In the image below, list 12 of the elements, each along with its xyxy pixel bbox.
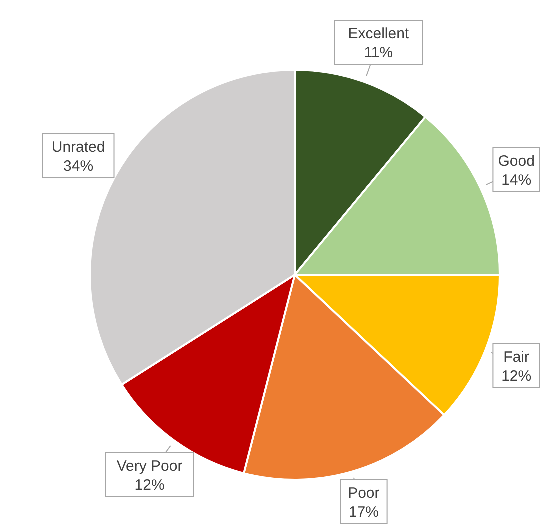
slice-label: Very Poor bbox=[116, 458, 183, 475]
slice-label: Good bbox=[498, 152, 535, 170]
data-label: 17% bbox=[348, 504, 379, 521]
data-label: 14% bbox=[502, 172, 532, 189]
data-label: 34% bbox=[64, 158, 94, 176]
slice-label: Poor bbox=[348, 485, 380, 502]
data-label: 12% bbox=[502, 368, 532, 385]
slice-label: Excellent bbox=[348, 26, 410, 43]
data-label: 12% bbox=[134, 476, 165, 494]
data-label: 11% bbox=[364, 44, 394, 62]
slice-label: Unrated bbox=[52, 139, 106, 156]
slice-label: Fair bbox=[504, 348, 530, 366]
